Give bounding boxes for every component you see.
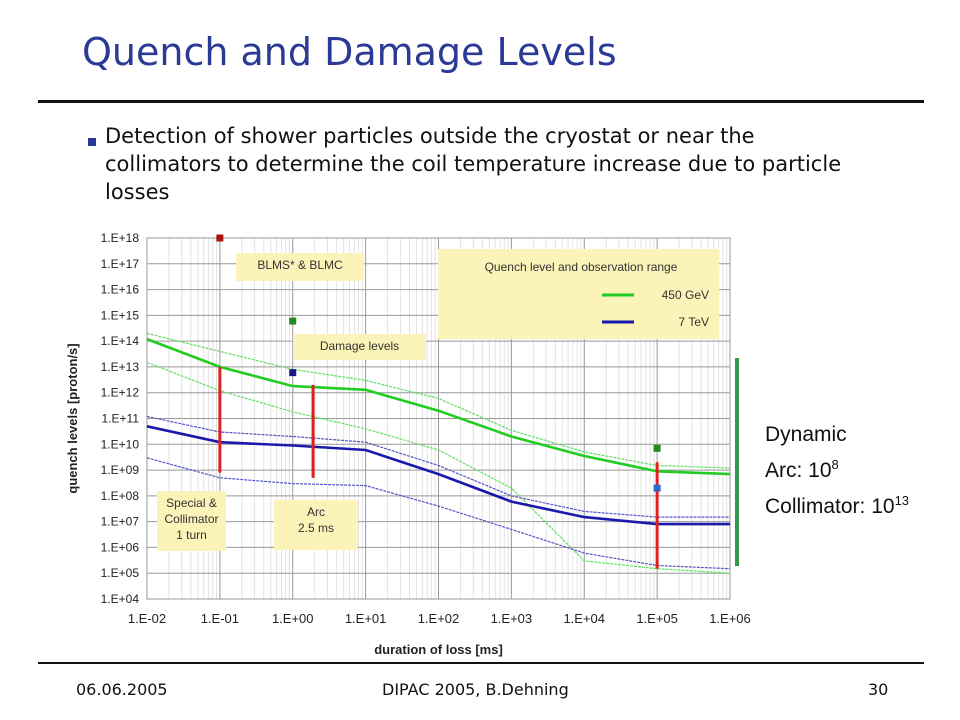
y-tick-label: 1.E+13	[101, 360, 140, 374]
damage-point	[216, 234, 224, 242]
y-tick-label: 1.E+11	[102, 412, 140, 426]
dynamic-note: Dynamic Arc: 108 Collimator: 1013	[765, 420, 909, 522]
special-collimator-annotation-text: Collimator	[164, 512, 218, 526]
y-axis-label: quench levels [proton/s]	[65, 343, 80, 493]
x-tick-label: 1.E+00	[272, 611, 314, 626]
footer-center: DIPAC 2005, B.Dehning	[382, 680, 569, 699]
quench-level-line	[146, 337, 731, 476]
footer-date: 06.06.2005	[76, 680, 168, 699]
y-tick-label: 1.E+05	[101, 566, 140, 580]
y-tick-label: 1.E+06	[101, 540, 140, 554]
x-tick-label: 1.E+03	[491, 611, 533, 626]
legend-box	[438, 249, 719, 339]
footer-divider	[38, 662, 924, 664]
damage-point	[653, 484, 661, 492]
bullet-text: Detection of shower particles outside th…	[105, 124, 842, 204]
title-divider	[38, 100, 924, 103]
y-tick-label: 1.E+10	[101, 437, 140, 451]
quench-level-line	[146, 425, 730, 526]
special-collimator-annotation-box	[157, 491, 226, 551]
observation-range-upper	[146, 415, 730, 518]
arc-annotation-box	[274, 500, 358, 550]
arc-dynamic-range: Arc: 108	[765, 457, 839, 482]
x-tick-label: 1.E+04	[563, 611, 605, 626]
y-tick-label: 1.E+15	[101, 308, 140, 322]
slide-title: Quench and Damage Levels	[82, 30, 617, 74]
damage-point	[653, 444, 661, 452]
y-tick-label: 1.E+18	[101, 231, 140, 245]
bullet-marker	[88, 138, 96, 146]
legend-label: 450 GeV	[662, 288, 709, 302]
blms-annotation-text: BLMS* & BLMC	[257, 258, 343, 272]
x-axis-label: duration of loss [ms]	[374, 642, 503, 657]
y-tick-label: 1.E+17	[101, 257, 140, 271]
x-tick-label: 1.E+06	[709, 611, 751, 626]
x-tick-label: 1.E+02	[418, 611, 460, 626]
arc-annotation-text: 2.5 ms	[298, 521, 334, 535]
collimator-dynamic-range: Collimator: 1013	[765, 493, 910, 518]
arc-annotation-text: Arc	[307, 505, 325, 519]
observation-range-lower	[146, 361, 731, 574]
x-tick-label: 1.E+01	[345, 611, 387, 626]
y-tick-label: 1.E+09	[101, 463, 140, 477]
y-tick-label: 1.E+16	[101, 283, 140, 297]
x-tick-label: 1.E-01	[201, 611, 239, 626]
blms-annotation-box	[236, 253, 364, 281]
y-tick-label: 1.E+08	[101, 489, 140, 503]
x-tick-label: 1.E-02	[128, 611, 166, 626]
damage-point	[289, 317, 297, 325]
special-collimator-annotation-text: Special &	[166, 496, 217, 510]
y-tick-label: 1.E+04	[101, 592, 140, 606]
damage-point	[289, 369, 297, 377]
damage-levels-annotation-box	[293, 334, 426, 360]
x-tick-label: 1.E+05	[636, 611, 678, 626]
observation-range-upper	[146, 332, 731, 469]
y-tick-label: 1.E+14	[101, 334, 140, 348]
y-tick-label: 1.E+12	[101, 386, 140, 400]
legend-label: 7 TeV	[679, 315, 709, 329]
dynamic-label: Dynamic	[765, 423, 847, 446]
special-collimator-annotation-text: 1 turn	[176, 528, 207, 542]
footer-page-number: 30	[868, 680, 889, 699]
observation-range-lower	[146, 457, 731, 570]
legend-title: Quench level and observation range	[485, 260, 678, 274]
y-tick-label: 1.E+07	[101, 515, 140, 529]
damage-levels-annotation-text: Damage levels	[320, 339, 399, 353]
